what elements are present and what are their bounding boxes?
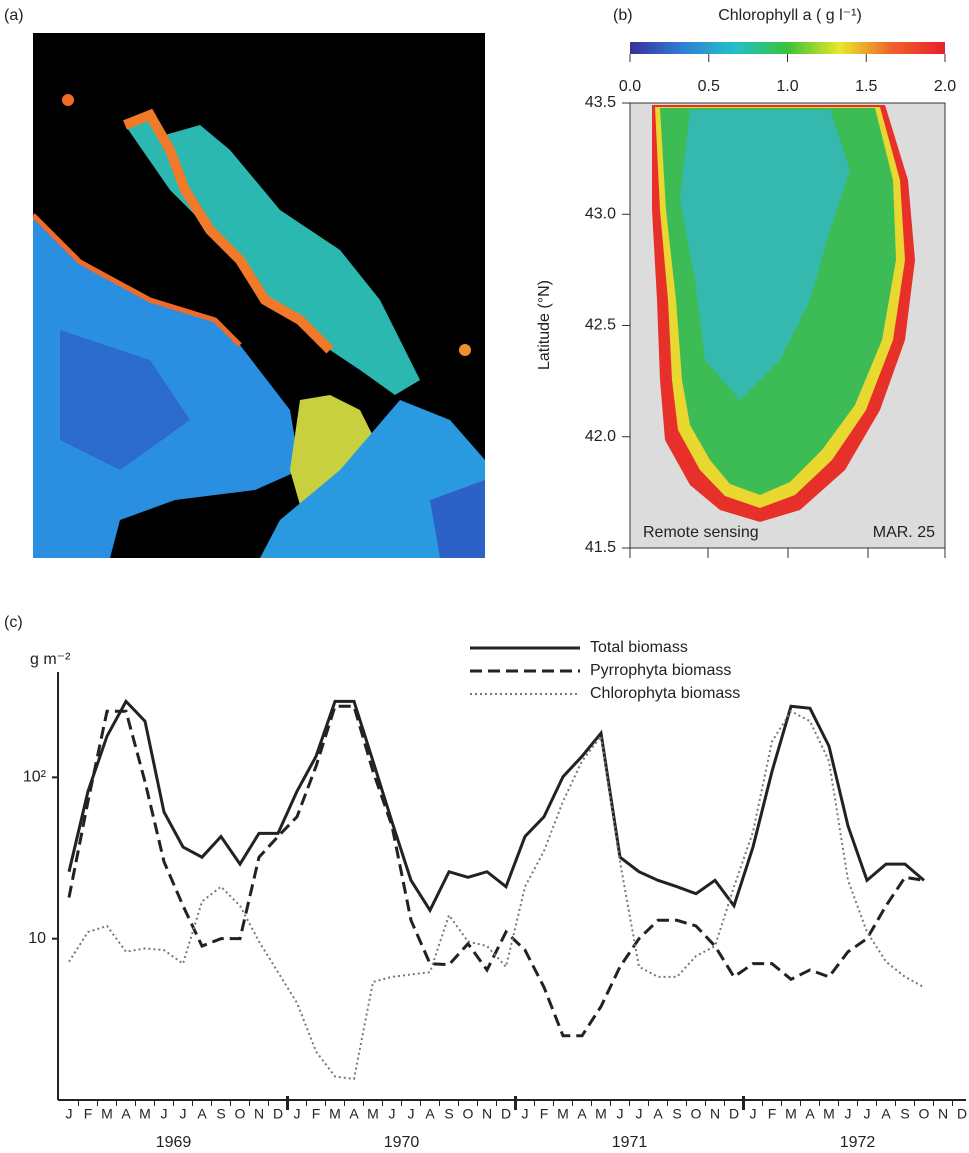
y-tick-label: 43.5	[585, 94, 616, 111]
colorbar-tick-label: 2.0	[934, 78, 956, 95]
x-tick-label: J	[180, 1106, 187, 1122]
y-tick-label: 10²	[23, 769, 47, 786]
y-tick-label: 10	[28, 930, 46, 947]
x-tick-label: O	[463, 1106, 474, 1122]
series-line	[68, 709, 925, 1081]
x-tick-label: O	[235, 1106, 246, 1122]
x-tick-label: N	[254, 1106, 264, 1122]
x-tick-label: J	[617, 1106, 624, 1122]
lake-center	[680, 110, 850, 400]
x-tick-label: D	[729, 1106, 739, 1122]
map-plot	[629, 102, 946, 558]
x-tick-label: J	[522, 1106, 529, 1122]
x-tick-label: J	[294, 1106, 301, 1122]
x-tick-label: S	[672, 1106, 681, 1122]
x-tick-label: J	[864, 1106, 871, 1122]
x-tick-label: F	[540, 1106, 549, 1122]
x-tick-label: S	[900, 1106, 909, 1122]
series-line	[67, 698, 925, 914]
legend-label: Pyrrophyta biomass	[590, 662, 731, 679]
annotation: Remote sensing	[643, 524, 759, 541]
annotation: MAR. 25	[873, 524, 935, 541]
x-tick-label: D	[273, 1106, 283, 1122]
x-tick-label: M	[557, 1106, 569, 1122]
x-tick-label: M	[595, 1106, 607, 1122]
panel-label: (b)	[613, 7, 633, 24]
x-tick-label: M	[139, 1106, 151, 1122]
x-tick-label: N	[482, 1106, 492, 1122]
x-tick-label: J	[750, 1106, 757, 1122]
x-tick-label: A	[197, 1106, 207, 1122]
x-tick-label: J	[636, 1106, 643, 1122]
x-tick-label: A	[425, 1106, 435, 1122]
colorbar-tick-label: 0.0	[619, 78, 641, 95]
panel-label: (a)	[4, 7, 24, 24]
panel-label: (c)	[4, 614, 23, 631]
y-tick-label: 42.5	[585, 317, 616, 334]
colorbar	[630, 42, 945, 54]
x-tick-label: A	[805, 1106, 815, 1122]
y-axis-label: Latitude (°N)	[536, 280, 553, 370]
colorbar-tick-label: 0.5	[698, 78, 720, 95]
series-line	[67, 704, 925, 1038]
x-tick-label: D	[501, 1106, 511, 1122]
x-tick-label: F	[84, 1106, 93, 1122]
x-tick-label: N	[938, 1106, 948, 1122]
x-tick-label: J	[408, 1106, 415, 1122]
colorbar-tick-label: 1.0	[776, 78, 798, 95]
colorbar-tick-label: 1.5	[855, 78, 877, 95]
y-tick-label: 43.0	[585, 205, 616, 222]
x-tick-label: O	[919, 1106, 930, 1122]
year-label: 1969	[156, 1134, 192, 1151]
x-tick-label: M	[823, 1106, 835, 1122]
x-tick-label: J	[845, 1106, 852, 1122]
year-label: 1971	[612, 1134, 648, 1151]
x-tick-label: A	[121, 1106, 131, 1122]
y-tick-label: 42.0	[585, 428, 616, 445]
x-tick-label: A	[653, 1106, 663, 1122]
x-tick-label: O	[691, 1106, 702, 1122]
x-tick-label: F	[768, 1106, 777, 1122]
x-tick-label: F	[312, 1106, 321, 1122]
x-tick-label: J	[161, 1106, 168, 1122]
colorbar-title: Chlorophyll a ( g l⁻¹)	[718, 7, 862, 24]
year-label: 1972	[840, 1134, 876, 1151]
x-tick-label: D	[957, 1106, 967, 1122]
x-tick-label: A	[881, 1106, 891, 1122]
x-tick-label: N	[710, 1106, 720, 1122]
year-label: 1970	[384, 1134, 420, 1151]
x-tick-label: M	[785, 1106, 797, 1122]
satellite-image	[33, 33, 485, 558]
x-tick-label: J	[389, 1106, 396, 1122]
x-tick-label: S	[216, 1106, 225, 1122]
x-ticks	[629, 548, 946, 558]
x-tick-label: A	[577, 1106, 587, 1122]
x-tick-label: M	[329, 1106, 341, 1122]
legend-label: Chlorophyta biomass	[590, 685, 740, 702]
x-tick-label: J	[66, 1106, 73, 1122]
x-tick-label: M	[367, 1106, 379, 1122]
x-tick-label: M	[101, 1106, 113, 1122]
legend-label: Total biomass	[590, 639, 688, 656]
x-tick-label: S	[444, 1106, 453, 1122]
x-tick-label: A	[349, 1106, 359, 1122]
y-tick-label: 41.5	[585, 539, 616, 556]
y-axis-label: g m⁻²	[30, 651, 71, 668]
